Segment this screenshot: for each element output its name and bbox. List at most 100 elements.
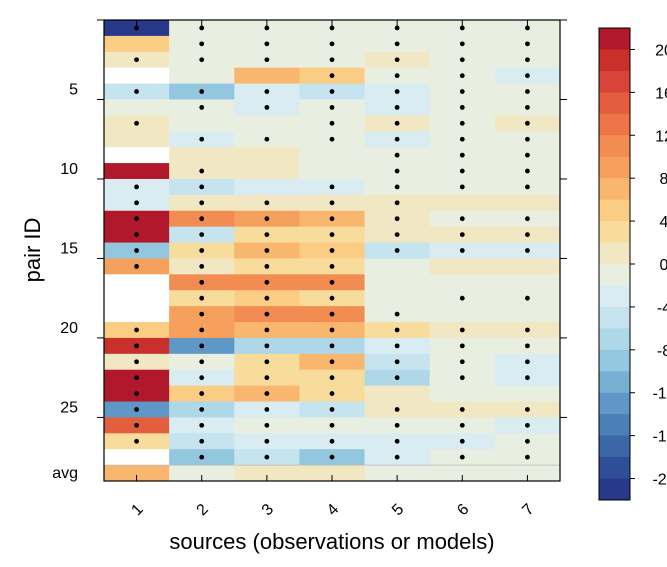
- significance-dot: [525, 407, 530, 412]
- significance-dot: [459, 375, 465, 381]
- significance-dot: [264, 105, 270, 110]
- significance-dot: [264, 41, 270, 47]
- heatmap-cell: [364, 385, 431, 403]
- colorbar-swatch: [599, 306, 630, 329]
- heatmap-cell: [494, 194, 561, 212]
- significance-dot: [199, 407, 205, 412]
- x-tick-label: 3: [259, 501, 277, 519]
- colorbar-label: -20: [652, 472, 667, 489]
- heatmap-cell: [429, 306, 496, 323]
- colorbar-swatch: [599, 285, 630, 308]
- heatmap-cell: [234, 147, 300, 164]
- significance-dot: [264, 391, 270, 396]
- heatmap-cell: [364, 290, 431, 307]
- significance-dot: [264, 407, 270, 412]
- significance-dot: [199, 200, 205, 206]
- significance-dot: [199, 454, 205, 460]
- heatmap-cell: [494, 385, 561, 403]
- significance-dot: [329, 200, 335, 206]
- significance-dot: [459, 168, 465, 174]
- significance-dot: [134, 57, 139, 63]
- significance-dot: [134, 120, 139, 126]
- significance-dot: [199, 41, 205, 47]
- significance-dot: [329, 279, 335, 285]
- significance-dot: [199, 279, 205, 285]
- significance-dot: [394, 57, 400, 63]
- significance-dot: [394, 343, 400, 349]
- significance-dot: [394, 200, 400, 206]
- heatmap-cell: [104, 131, 170, 148]
- colorbar-label: 0: [660, 257, 667, 274]
- colorbar-label: -4: [657, 300, 667, 317]
- significance-dot: [525, 136, 530, 142]
- significance-dot: [199, 25, 205, 31]
- stipple-dots: [134, 25, 530, 460]
- y-tick-label: 25: [60, 399, 78, 416]
- heatmap-cell: [234, 178, 300, 196]
- colorbar: 20 16 12 8 4 0 -4 -8 -12 -16 -20: [598, 27, 667, 501]
- significance-dot: [264, 422, 270, 428]
- colorbar-swatch: [599, 457, 630, 479]
- significance-dot: [264, 25, 270, 31]
- significance-dot: [525, 359, 530, 365]
- significance-dot: [134, 200, 139, 206]
- significance-dot: [459, 184, 465, 190]
- significance-dot: [459, 343, 465, 349]
- significance-dot: [134, 248, 139, 253]
- colorbar-swatch: [599, 221, 630, 243]
- significance-dot: [394, 407, 400, 412]
- colorbar-swatch: [599, 242, 630, 265]
- colorbar-swatch: [599, 328, 630, 351]
- significance-dot: [329, 359, 335, 365]
- significance-dot: [329, 232, 335, 238]
- significance-dot: [525, 168, 530, 174]
- significance-dot: [329, 295, 335, 301]
- significance-dot: [199, 422, 205, 428]
- heatmap-cell: [429, 465, 496, 482]
- significance-dot: [264, 216, 270, 222]
- colorbar-swatch: [599, 199, 630, 222]
- significance-dot: [199, 232, 205, 238]
- significance-dot: [525, 422, 530, 428]
- significance-dot: [459, 422, 465, 428]
- significance-dot: [329, 41, 335, 47]
- significance-dot: [525, 216, 530, 222]
- significance-dot: [134, 422, 139, 428]
- x-tick-label: 6: [454, 501, 472, 519]
- colorbar-label: 4: [660, 214, 667, 231]
- y-axis-label: pair ID: [20, 218, 45, 283]
- significance-dot: [459, 152, 465, 158]
- significance-dot: [394, 232, 400, 238]
- significance-dot: [329, 25, 335, 31]
- significance-dot: [329, 454, 335, 460]
- significance-dot: [329, 105, 335, 110]
- significance-dot: [329, 311, 335, 317]
- significance-dot: [394, 184, 400, 190]
- heatmap-cell: [234, 115, 300, 132]
- significance-dot: [459, 232, 465, 238]
- colorbar-swatch: [599, 28, 630, 50]
- y-tick-label: 15: [60, 240, 78, 257]
- significance-dot: [199, 216, 205, 222]
- colorbar-swatch: [599, 178, 630, 201]
- significance-dot: [264, 295, 270, 301]
- significance-dot: [134, 264, 139, 269]
- significance-dot: [459, 438, 465, 444]
- significance-dot: [329, 120, 335, 126]
- significance-dot: [459, 295, 465, 301]
- significance-dot: [459, 248, 465, 253]
- significance-dot: [459, 327, 465, 333]
- significance-dot: [394, 248, 400, 253]
- significance-dot: [459, 407, 465, 412]
- significance-dot: [394, 136, 400, 142]
- significance-dot: [394, 25, 400, 31]
- significance-dot: [264, 343, 270, 349]
- significance-dot: [264, 359, 270, 365]
- heatmap-cell: [494, 465, 561, 482]
- significance-dot: [264, 438, 270, 444]
- significance-dot: [199, 89, 205, 94]
- significance-dot: [459, 41, 465, 47]
- heatmap-cell: [429, 258, 496, 275]
- heatmap-cell: [299, 465, 366, 482]
- significance-dot: [134, 184, 139, 190]
